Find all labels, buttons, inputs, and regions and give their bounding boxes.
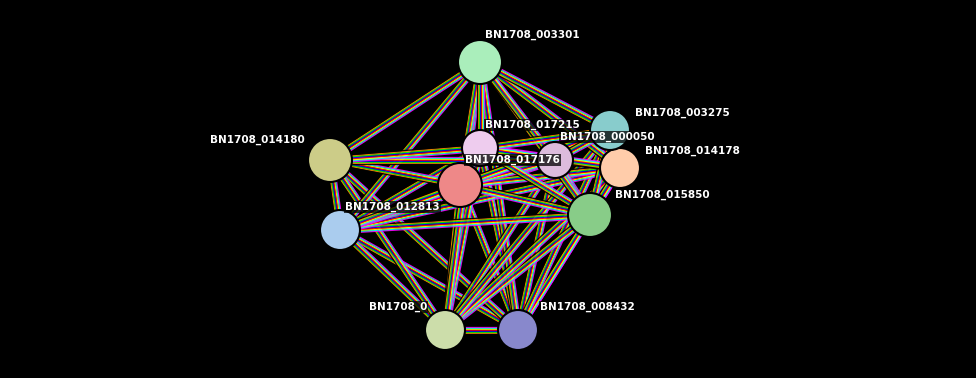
Text: BN1708_003301: BN1708_003301 — [485, 30, 580, 40]
Circle shape — [308, 138, 352, 182]
Text: BN1708_014178: BN1708_014178 — [645, 146, 740, 156]
Text: BN1708_017215: BN1708_017215 — [485, 120, 580, 130]
Circle shape — [537, 142, 573, 178]
Circle shape — [320, 210, 360, 250]
Text: BN1708_015850: BN1708_015850 — [615, 190, 710, 200]
Circle shape — [462, 130, 498, 166]
Circle shape — [600, 148, 640, 188]
Text: BN1708_003275: BN1708_003275 — [635, 108, 730, 118]
Circle shape — [458, 40, 502, 84]
Text: BN1708_008432: BN1708_008432 — [540, 302, 634, 312]
Circle shape — [425, 310, 465, 350]
Text: BN1708_012813: BN1708_012813 — [345, 202, 439, 212]
Circle shape — [568, 193, 612, 237]
Circle shape — [590, 110, 630, 150]
Text: BN1708_017176: BN1708_017176 — [465, 155, 560, 165]
Text: BN1708_0: BN1708_0 — [369, 302, 427, 312]
Circle shape — [498, 310, 538, 350]
Text: BN1708_014180: BN1708_014180 — [210, 135, 305, 145]
Circle shape — [438, 163, 482, 207]
Text: BN1708_000050: BN1708_000050 — [560, 132, 655, 142]
